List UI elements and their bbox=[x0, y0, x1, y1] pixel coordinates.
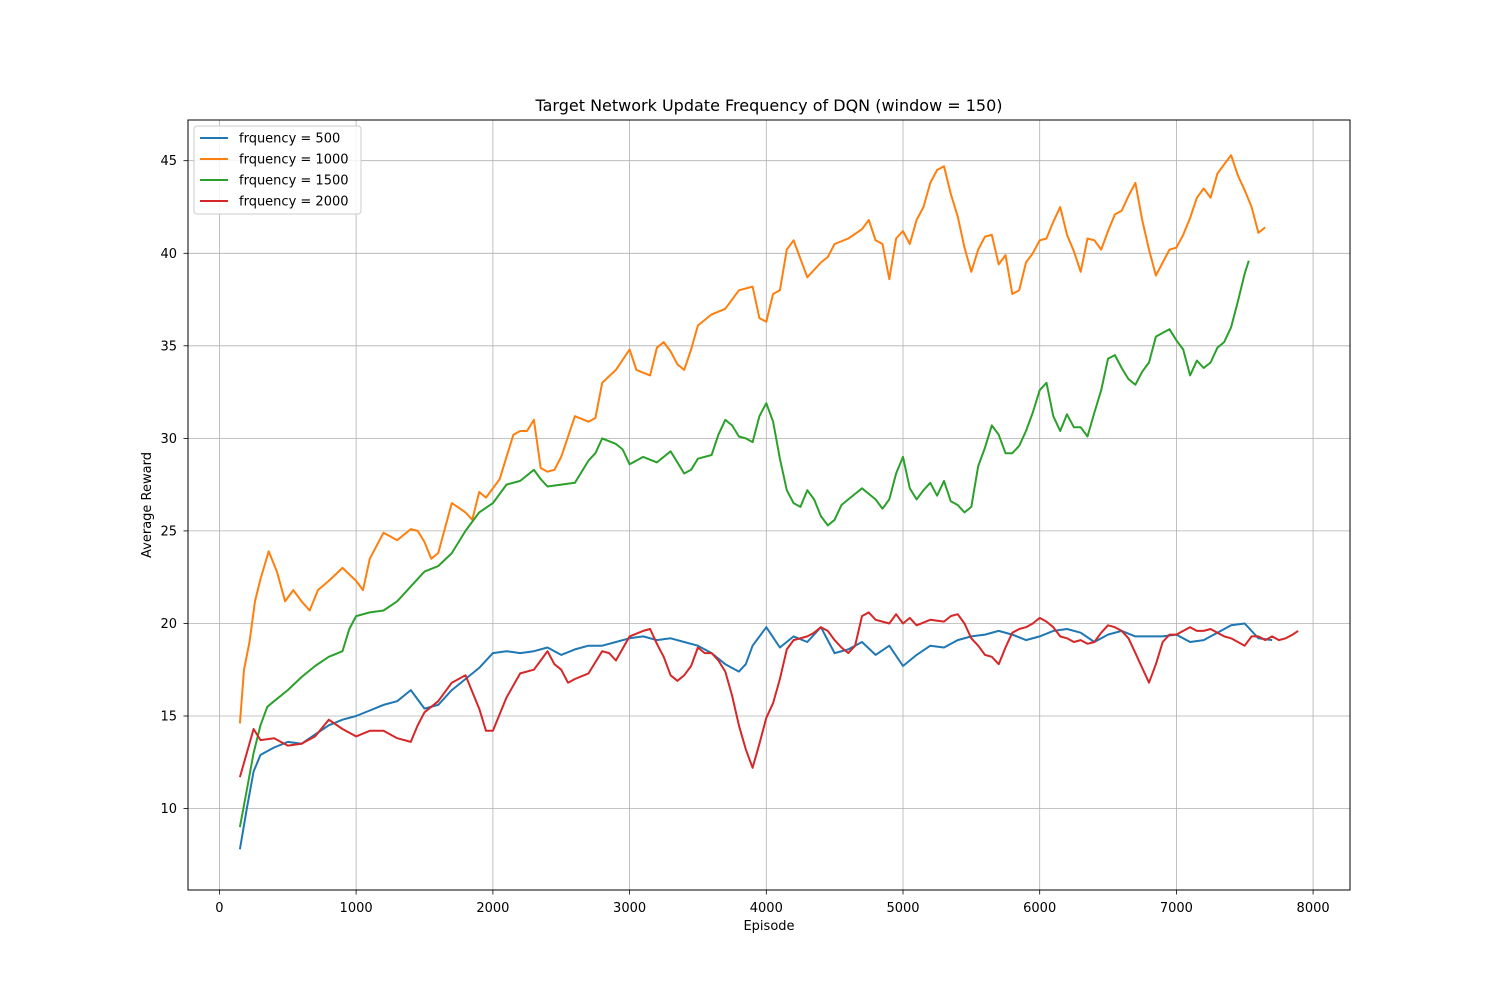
series-lines bbox=[238, 154, 1299, 850]
y-tick-label: 10 bbox=[160, 802, 177, 817]
legend-entries: frquency = 500 frquency = 1000 frquency = … bbox=[200, 132, 349, 210]
x-tick-label: 0 bbox=[215, 901, 223, 916]
x-axis-label: Episode bbox=[743, 919, 794, 934]
y-tick-label: 20 bbox=[160, 617, 177, 632]
x-tick-label: 7000 bbox=[1160, 901, 1193, 916]
y-tick-label: 35 bbox=[160, 339, 177, 354]
y-tick-label: 40 bbox=[160, 247, 177, 262]
series-line-2 bbox=[238, 154, 1266, 724]
series-line-4 bbox=[238, 611, 1299, 778]
chart-title: Target Network Update Frequency of DQN (… bbox=[534, 96, 1002, 115]
axis-ticks: 0 1000 2000 3000 4000 5000 6000 7000 8000 10 15 20 2… bbox=[160, 154, 1329, 916]
x-tick-label: 4000 bbox=[750, 901, 783, 916]
y-tick-label: 45 bbox=[160, 154, 177, 169]
y-axis-label: Average Reward bbox=[140, 452, 155, 558]
legend-label-2: frquency = 1000 bbox=[239, 153, 349, 168]
legend-box bbox=[193, 125, 362, 215]
x-tick-label: 8000 bbox=[1297, 901, 1330, 916]
x-tick-label: 2000 bbox=[476, 901, 509, 916]
plot-frame bbox=[187, 119, 1351, 891]
x-tick-label: 6000 bbox=[1023, 901, 1056, 916]
legend-label-3: frquency = 1500 bbox=[239, 174, 349, 189]
y-tick-label: 30 bbox=[160, 432, 177, 447]
series-line-3 bbox=[238, 260, 1250, 828]
x-tick-label: 5000 bbox=[886, 901, 919, 916]
x-tick-label: 1000 bbox=[340, 901, 373, 916]
legend: frquency = 500 frquency = 1000 frquency = … bbox=[193, 125, 362, 215]
legend-label-1: frquency = 500 bbox=[239, 132, 340, 147]
y-tick-label: 15 bbox=[160, 710, 177, 725]
legend-label-4: frquency = 2000 bbox=[239, 195, 349, 210]
y-tick-label: 25 bbox=[160, 524, 177, 539]
x-tick-label: 3000 bbox=[613, 901, 646, 916]
